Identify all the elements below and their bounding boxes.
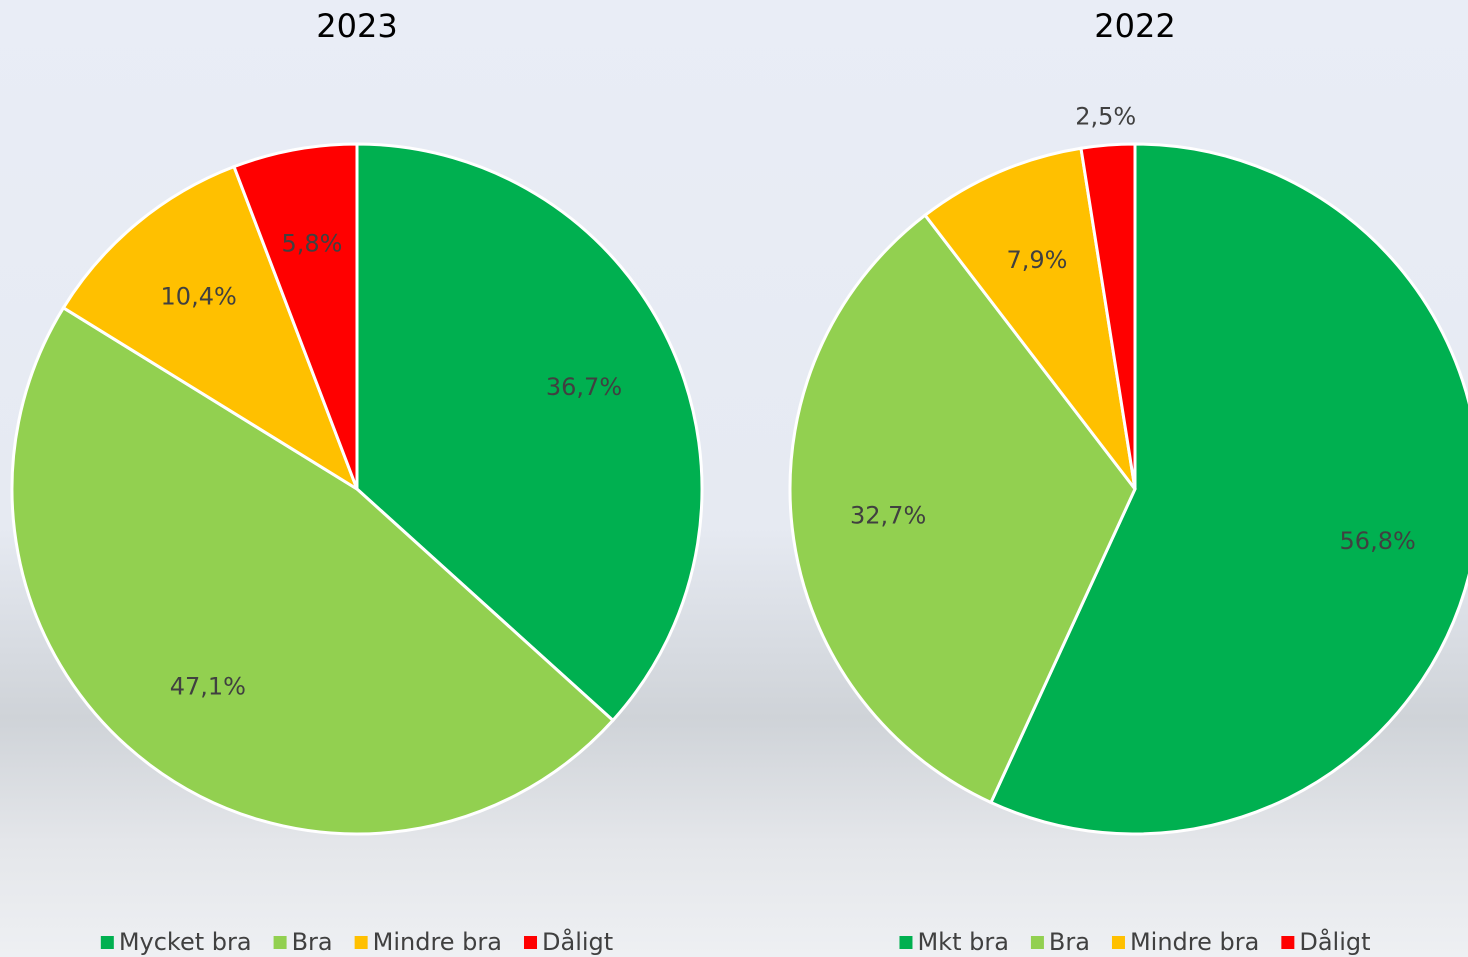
data-label: 2,5% [1075,103,1136,131]
data-label: 36,7% [546,373,622,401]
pie-slice [355,142,704,723]
legend-swatch [1111,936,1125,949]
legend-swatch [100,936,114,949]
pie-slice [988,142,1468,836]
legend-swatch [899,936,913,949]
data-label: 7,9% [1006,246,1067,274]
data-label: 56,8% [1340,527,1416,555]
data-label: 32,7% [850,502,926,530]
legend-swatch [1030,936,1044,949]
data-label: 47,1% [170,673,246,701]
pie-slice [10,305,616,836]
chart-title: 2022 [1094,7,1175,45]
legend-label: Dåligt [542,927,613,956]
legend-swatch [354,936,368,949]
data-label: 5,8% [281,230,342,258]
legend-label: Dåligt [1299,927,1370,956]
data-label: 10,4% [161,283,237,311]
pie-slice [232,142,359,490]
pie-slice [1079,142,1137,490]
chart-title: 2023 [316,7,397,45]
pie-slice [788,213,1137,805]
legend-label: Mycket bra [119,928,252,956]
pie-slice [922,146,1137,490]
legend-label: Bra [292,928,333,956]
pie-slice [61,164,360,493]
legend-swatch [1281,936,1295,949]
legend-swatch [524,936,538,949]
legend-label: Mindre bra [373,928,502,956]
legend-label: Mindre bra [1130,928,1259,956]
legend-label: Bra [1049,928,1090,956]
legend-label: Mkt bra [917,928,1008,956]
legend-swatch [273,936,287,949]
